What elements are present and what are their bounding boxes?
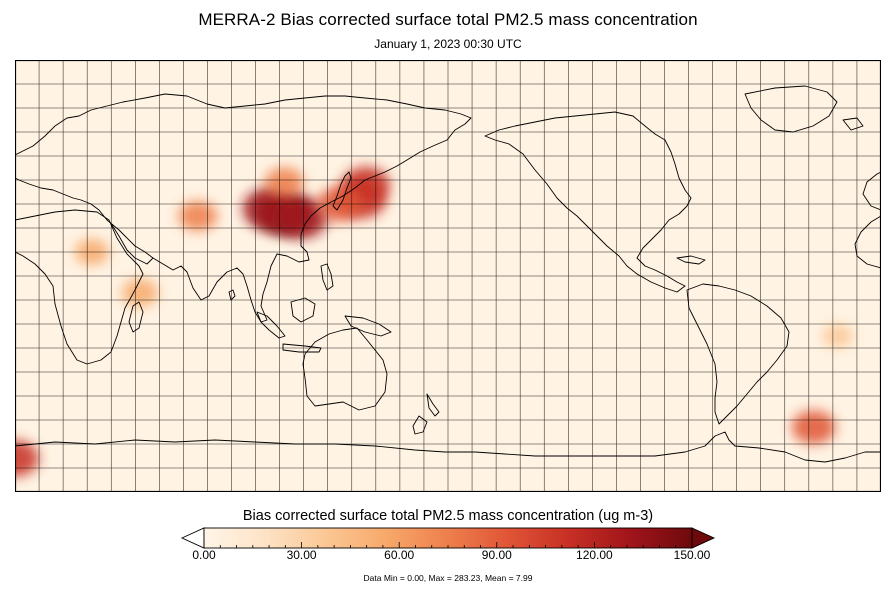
colorbar-tick-marks (203, 542, 693, 548)
pm25-hotspot (275, 198, 328, 239)
coastline-borneo (290, 297, 316, 323)
lat-lon-grid (15, 60, 881, 492)
coastline-iceland (842, 117, 864, 131)
coastline-arabia (109, 221, 154, 265)
coastline-eurasia (15, 93, 472, 323)
coastline-sumatra (256, 311, 286, 339)
map-title: MERRA-2 Bias corrected surface total PM2… (198, 10, 698, 29)
coastline-philippines (320, 263, 334, 291)
colorbar-tick-label: 60.00 (384, 548, 415, 562)
map-frame (15, 60, 881, 492)
pm25-hotspot (178, 201, 218, 231)
coastline-greenland (744, 85, 838, 133)
colorbar-tick-label: 150.00 (673, 548, 711, 562)
pm25-hotspot (791, 410, 836, 445)
coastline-new-zealand (412, 393, 440, 435)
colorbar-tick-label: 90.00 (481, 548, 512, 562)
colorbar-tick-label: 30.00 (286, 548, 317, 562)
coastline-japan (332, 171, 352, 211)
pm25-hotspot (264, 167, 304, 198)
colorbar-title: Bias corrected surface total PM2.5 mass … (242, 508, 654, 524)
coastline-africa-east-border (854, 215, 881, 269)
pm25-world-map (15, 60, 881, 492)
coastline-south-america (686, 283, 790, 425)
coastline-new-guinea (344, 315, 392, 337)
colorbar-tick-label: 0.00 (192, 548, 216, 562)
colorbar-under-arrow (180, 527, 205, 549)
coastline-africa (15, 209, 144, 365)
colorbar-tick-label: 120.00 (576, 548, 613, 562)
map-subtitle: January 1, 2023 00:30 UTC (374, 37, 522, 51)
pm25-hotspot (15, 440, 39, 477)
pm25-hotspot (121, 278, 159, 307)
colorbar-over-arrow (691, 527, 716, 549)
coastline-north-america (484, 111, 692, 293)
coastline-madagascar (128, 301, 144, 333)
data-statistics: Data Min = 0.00, Max = 283.23, Mean = 7.… (363, 573, 533, 583)
pm25-hotspot (822, 324, 853, 348)
coastline-europe-east (862, 171, 881, 211)
coastline-java (282, 343, 322, 353)
colorbar (180, 527, 716, 549)
